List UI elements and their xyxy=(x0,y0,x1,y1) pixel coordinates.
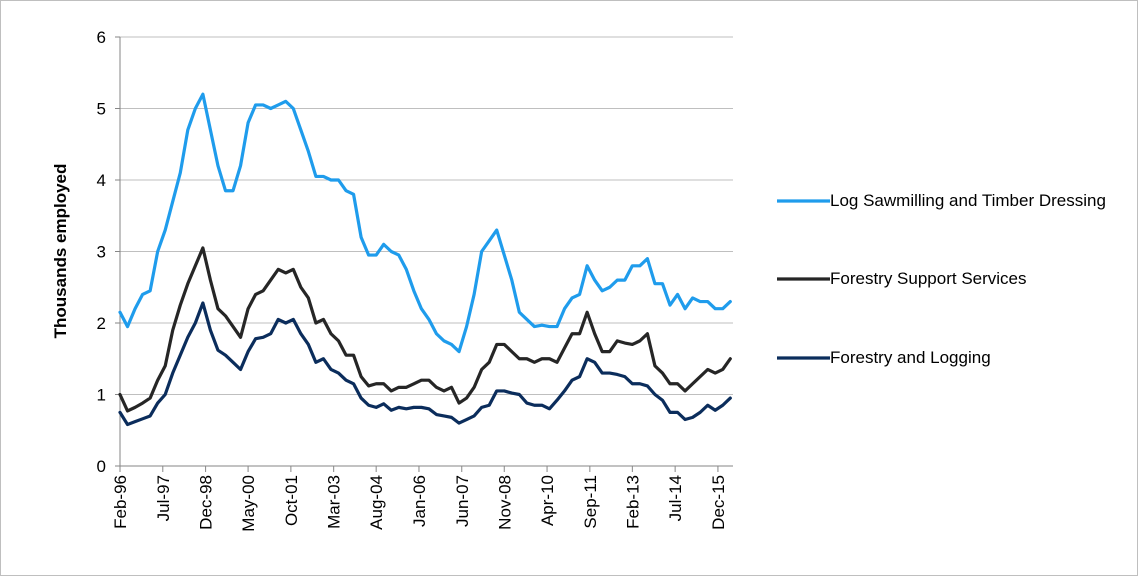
y-tick-label: 1 xyxy=(97,386,106,405)
x-tick-label: Jun-07 xyxy=(453,475,472,527)
x-tick-label: Dec-98 xyxy=(197,475,216,530)
y-tick-label: 2 xyxy=(97,314,106,333)
series-line xyxy=(118,246,732,413)
series-line xyxy=(118,92,732,354)
x-tick-label: Feb-13 xyxy=(623,475,642,529)
y-tick-label: 3 xyxy=(97,243,106,262)
x-tick-label: Dec-15 xyxy=(709,475,728,530)
series-line xyxy=(118,301,732,427)
x-tick-label: Feb-96 xyxy=(111,475,130,529)
x-tick-label: Mar-03 xyxy=(325,475,344,529)
y-tick-label: 4 xyxy=(97,171,106,190)
y-tick-label: 5 xyxy=(97,100,106,119)
y-tick-label: 6 xyxy=(97,28,106,47)
y-tick-label: 0 xyxy=(97,457,106,476)
x-tick-label: May-00 xyxy=(239,475,258,532)
x-tick-label: Aug-04 xyxy=(367,475,386,530)
x-tick-label: Apr-10 xyxy=(538,475,557,526)
x-tick-label: Oct-01 xyxy=(282,475,301,526)
x-tick-label: Nov-08 xyxy=(495,475,514,530)
y-axis-title: Thousands employed xyxy=(51,164,70,339)
legend-label: Log Sawmilling and Timber Dressing xyxy=(830,191,1106,210)
legend-label: Forestry and Logging xyxy=(830,348,991,367)
x-tick-label: Jul-97 xyxy=(154,475,173,521)
x-tick-label: Jan-06 xyxy=(410,475,429,527)
x-tick-label: Jul-14 xyxy=(666,475,685,521)
legend-label: Forestry Support Services xyxy=(830,269,1027,288)
x-tick-label: Sep-11 xyxy=(581,475,600,529)
